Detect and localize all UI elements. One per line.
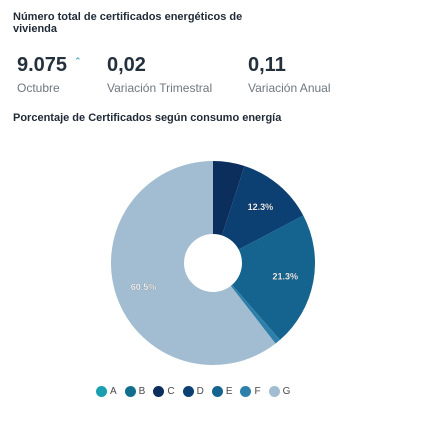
kpi-quarterly-label: Variación Trimestral (107, 81, 213, 95)
legend-label: C (167, 386, 175, 397)
kpi-total-label: Octubre (17, 81, 60, 95)
legend-item-a[interactable]: A (96, 386, 117, 397)
legend-dot-icon (182, 386, 194, 397)
legend-item-f[interactable]: F (240, 386, 261, 397)
chart-legend: A B C D E F G (96, 386, 298, 397)
data-label-e: 21.3% (272, 272, 298, 282)
legend-dot-icon (96, 386, 107, 397)
legend-label: G (282, 386, 291, 397)
legend-label: B (138, 386, 146, 397)
kpi-total-value: 9.075 (17, 54, 68, 76)
legend-label: A (110, 386, 117, 397)
legend-label: D (196, 386, 204, 397)
legend-dot-icon (268, 386, 280, 397)
data-label-d: 12.3% (248, 202, 274, 212)
chart-title: Porcentaje de Certificados según consumo… (13, 112, 282, 124)
pie-slice-e[interactable] (213, 215, 315, 340)
data-label-g: 60.5% (131, 282, 157, 292)
legend-dot-icon (211, 386, 223, 397)
trend-up-icon: ⌃ (74, 56, 82, 66)
legend-label: F (254, 386, 261, 397)
kpi-annual-value: 0,11 (248, 54, 286, 76)
certificates-total-title: Número total de certificados energéticos… (13, 11, 243, 35)
kpi-annual-label: Variación Anual (248, 81, 331, 95)
legend-item-g[interactable]: G (268, 386, 291, 397)
legend-item-d[interactable]: D (182, 386, 204, 397)
legend-dot-icon (124, 386, 136, 397)
legend-dot-icon (240, 386, 252, 397)
legend-item-c[interactable]: C (153, 386, 175, 397)
donut-chart: 12.3% 21.3% 60.5% (111, 161, 315, 365)
legend-item-e[interactable]: E (211, 386, 233, 397)
legend-label: E (225, 386, 233, 397)
donut-hole (184, 234, 242, 292)
legend-item-b[interactable]: B (124, 386, 146, 397)
kpi-quarterly-value: 0,02 (107, 54, 146, 76)
legend-dot-icon (153, 386, 165, 397)
pie-slice-d[interactable] (213, 165, 304, 263)
